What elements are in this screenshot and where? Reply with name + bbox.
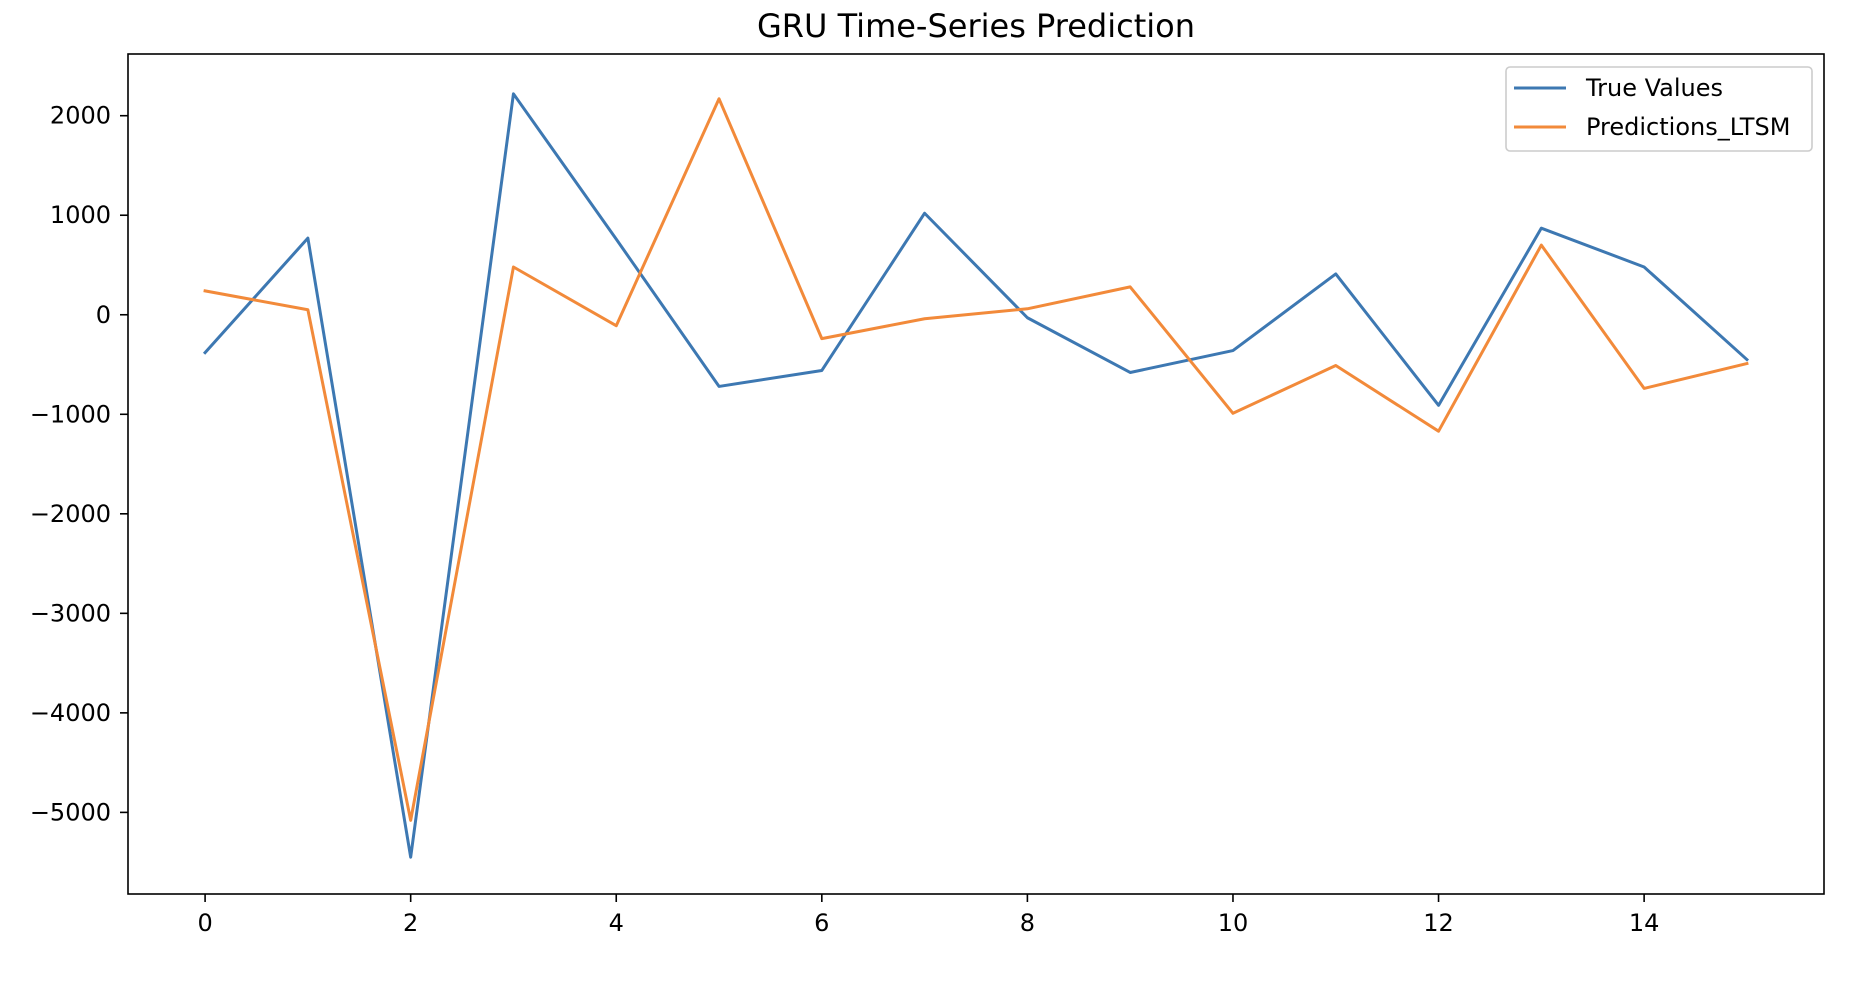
x-tick-label: 10 <box>1218 909 1249 937</box>
x-tick-label: 0 <box>197 909 212 937</box>
x-tick-label: 8 <box>1020 909 1035 937</box>
y-tick-label: 2000 <box>50 102 111 130</box>
y-tick-label: −5000 <box>30 798 111 826</box>
legend: True Values Predictions_LTSM <box>1505 66 1813 152</box>
legend-label-true-values: True Values <box>1585 74 1723 102</box>
y-axis: 2000 1000 0 −1000 −2000 −3000 −4000 −5000 <box>30 102 128 826</box>
x-tick-label: 12 <box>1423 909 1454 937</box>
series-line-predictions <box>203 97 1749 822</box>
series-layer <box>202 92 1750 859</box>
x-axis: 0 2 4 6 8 10 12 14 <box>197 894 1659 937</box>
x-tick-label: 14 <box>1629 909 1660 937</box>
x-tick-label: 2 <box>403 909 418 937</box>
y-tick-label: −2000 <box>30 500 111 528</box>
x-tick-label: 4 <box>609 909 624 937</box>
plot-area <box>127 53 1825 895</box>
y-tick-label: 0 <box>96 301 111 329</box>
y-tick-label: −4000 <box>30 699 111 727</box>
y-tick-label: −3000 <box>30 599 111 627</box>
x-tick-label: 6 <box>814 909 829 937</box>
y-tick-label: 1000 <box>50 201 111 229</box>
series-line-true-values <box>202 92 1750 859</box>
y-tick-label: −1000 <box>30 400 111 428</box>
legend-label-predictions: Predictions_LTSM <box>1586 113 1790 141</box>
chart-title: GRU Time-Series Prediction <box>757 7 1195 45</box>
legend-box <box>1505 66 1813 152</box>
